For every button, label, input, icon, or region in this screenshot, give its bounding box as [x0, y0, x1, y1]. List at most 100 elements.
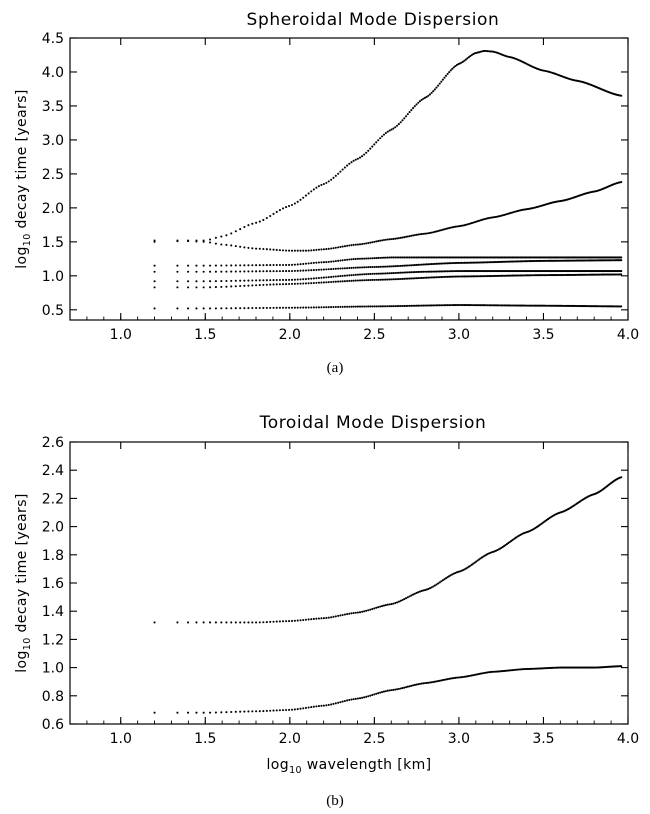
data-point [195, 270, 198, 273]
data-point [195, 240, 198, 243]
x-tick-label: 1.0 [110, 731, 132, 747]
data-point [176, 280, 179, 283]
panel-label: (b) [326, 793, 344, 809]
data-point [350, 258, 353, 261]
data-point [302, 707, 305, 710]
data-point [251, 284, 254, 287]
data-point [455, 270, 458, 273]
data-point [390, 256, 393, 259]
data-point [388, 603, 391, 606]
data-point [408, 304, 411, 307]
data-point [467, 304, 470, 307]
x-axis-label: log10 wavelength [km] [267, 757, 432, 776]
data-point [258, 247, 261, 250]
data-point [430, 270, 433, 273]
data-point [275, 263, 278, 267]
data-point [423, 304, 427, 307]
data-point [420, 589, 423, 593]
data-point [390, 278, 393, 281]
data-point [472, 304, 475, 307]
data-point [403, 256, 406, 259]
data-point [322, 281, 325, 284]
data-point [367, 266, 370, 269]
data-point [350, 266, 353, 269]
data-point [379, 272, 382, 275]
data-point [413, 592, 416, 595]
data-point [469, 261, 472, 264]
data-point [269, 264, 272, 267]
data-point [278, 283, 281, 286]
data-point [334, 260, 337, 263]
data-point [455, 256, 458, 259]
data-point [425, 276, 428, 279]
data-point [307, 249, 310, 252]
data-point [449, 270, 452, 273]
data-point [315, 617, 318, 620]
data-point [265, 270, 268, 273]
data-point [269, 279, 272, 282]
data-point [446, 275, 449, 278]
data-point [428, 270, 432, 273]
data-point [332, 247, 335, 250]
data-point [451, 67, 454, 70]
data-point [262, 279, 265, 282]
data-point [392, 602, 395, 605]
data-point [320, 276, 323, 279]
data-point [401, 119, 404, 122]
data-point [299, 249, 302, 252]
data-point [432, 304, 435, 307]
data-point [296, 306, 299, 309]
data-point [302, 249, 305, 252]
data-point [187, 621, 190, 624]
data-point [396, 124, 399, 127]
data-point [346, 274, 349, 277]
data-point [440, 304, 443, 307]
data-point [438, 229, 441, 232]
data-point [153, 280, 156, 283]
data-point [446, 262, 449, 265]
data-point [352, 243, 355, 246]
data-point [332, 280, 335, 283]
data-point [343, 274, 346, 277]
data-point [392, 265, 395, 268]
data-point [348, 258, 351, 261]
data-point [363, 266, 366, 269]
data-point [620, 665, 623, 668]
data-point [433, 584, 436, 587]
data-point [438, 679, 441, 682]
data-point [312, 705, 315, 708]
data-point [401, 271, 404, 274]
data-point [369, 241, 372, 244]
data-point [296, 200, 299, 203]
data-point [427, 304, 430, 307]
data-point [408, 271, 411, 274]
data-point [406, 256, 409, 259]
data-point [322, 182, 325, 186]
data-series [153, 49, 623, 310]
data-point [281, 283, 285, 286]
data-point [470, 270, 473, 273]
data-point [339, 280, 342, 283]
data-point [320, 183, 323, 186]
data-point [334, 615, 337, 618]
data-point [449, 256, 452, 259]
data-point [460, 261, 463, 264]
data-point [325, 276, 328, 279]
data-point [262, 283, 265, 286]
data-point [262, 218, 265, 221]
data-point [463, 304, 466, 307]
data-point [408, 256, 411, 259]
data-point [247, 284, 250, 287]
data-point [239, 621, 242, 624]
data-point [330, 616, 333, 619]
data-point [269, 620, 272, 623]
data-point [288, 249, 291, 252]
data-point [381, 272, 384, 275]
data-point [435, 86, 438, 89]
data-point [312, 269, 315, 272]
data-point [341, 280, 344, 283]
data-point [396, 265, 399, 268]
data-point [388, 265, 391, 268]
data-point [343, 305, 346, 308]
data-point [265, 306, 268, 309]
